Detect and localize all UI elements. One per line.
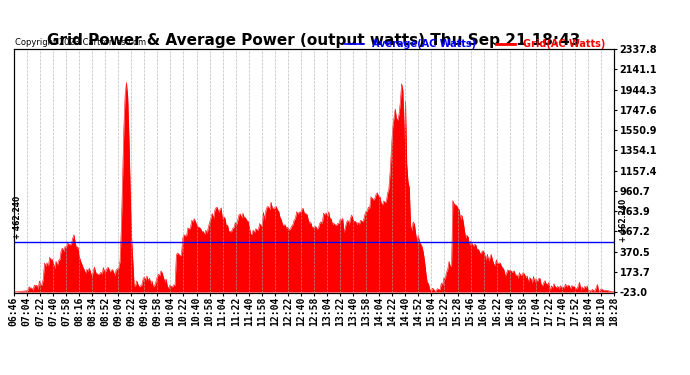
Text: + 462.240: + 462.240 <box>13 196 22 239</box>
Text: Copyright 2023 Cartronics.com: Copyright 2023 Cartronics.com <box>15 38 146 47</box>
Legend: Average(AC Watts), Grid(AC Watts): Average(AC Watts), Grid(AC Watts) <box>341 35 609 53</box>
Title: Grid Power & Average Power (output watts) Thu Sep 21 18:43: Grid Power & Average Power (output watts… <box>47 33 581 48</box>
Text: + 462.240: + 462.240 <box>619 199 628 242</box>
